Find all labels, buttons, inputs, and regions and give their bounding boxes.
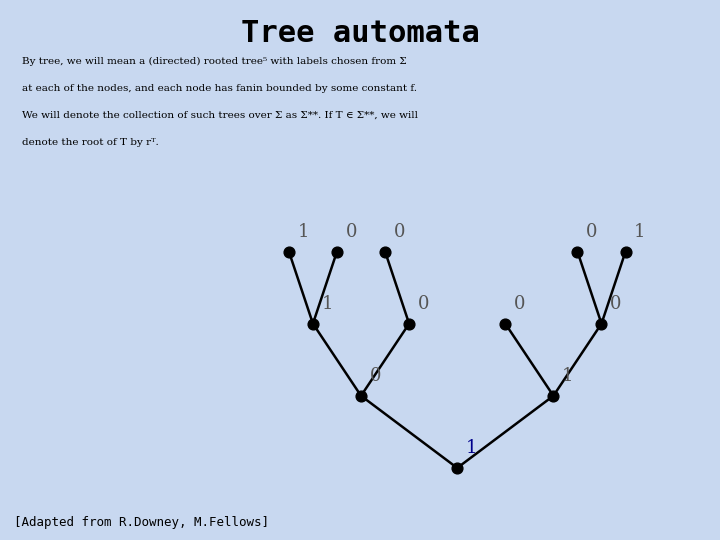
Text: denote the root of T by rᵀ.: denote the root of T by rᵀ. [22,138,158,147]
Point [500,319,511,328]
Point [283,247,294,256]
Text: 1: 1 [322,295,333,313]
Text: 1: 1 [634,223,646,241]
Point [307,319,319,328]
Point [331,247,343,256]
Point [379,247,391,256]
Text: 0: 0 [610,295,621,313]
Text: By tree, we will mean a (directed) rooted tree⁵ with labels chosen from Σ: By tree, we will mean a (directed) roote… [22,57,406,66]
Text: We will denote the collection of such trees over Σ as Σ**. If T ∈ Σ**, we will: We will denote the collection of such tr… [22,111,418,120]
Text: at each of the nodes, and each node has fanin bounded by some constant f.: at each of the nodes, and each node has … [22,84,417,93]
Point [548,392,559,400]
Text: 1: 1 [562,367,574,385]
Text: 0: 0 [514,295,526,313]
Text: 0: 0 [346,223,357,241]
Text: 0: 0 [369,367,381,385]
Text: Tree automata: Tree automata [240,19,480,48]
Point [451,464,463,472]
Text: 1: 1 [297,223,309,241]
Text: 0: 0 [586,223,598,241]
Text: 1: 1 [466,440,477,457]
Point [595,319,607,328]
Text: 0: 0 [418,295,429,313]
Point [620,247,631,256]
Point [403,319,415,328]
Point [572,247,583,256]
Point [355,392,366,400]
Text: 0: 0 [394,223,405,241]
Text: [Adapted from R.Downey, M.Fellows]: [Adapted from R.Downey, M.Fellows] [14,516,269,529]
